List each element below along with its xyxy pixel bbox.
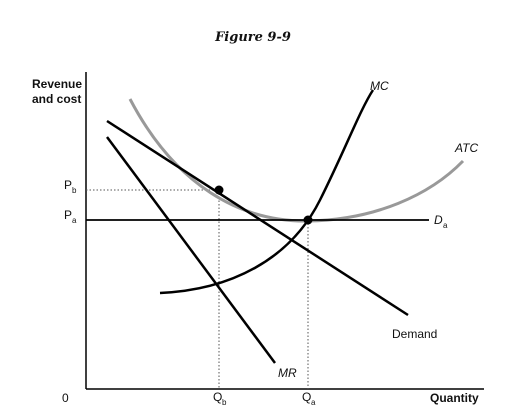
qa-label-sub: a — [311, 398, 316, 407]
pb-label: P — [64, 178, 72, 192]
figure-title: Figure 9-9 — [215, 30, 291, 45]
pa-label-sub: a — [72, 216, 77, 225]
mr-curve — [105, 136, 277, 364]
origin-label: 0 — [62, 391, 69, 405]
demand-curve — [106, 119, 409, 317]
atc-label: ATC — [454, 141, 478, 155]
mc-curve — [159, 89, 375, 295]
pb-label-sub: b — [72, 186, 77, 195]
point-b — [214, 185, 224, 195]
y-axis-label-line1: Revenue — [32, 77, 82, 91]
atc-curve — [128, 98, 465, 223]
qa-label: Q — [302, 390, 311, 404]
y-axis-label-line2: and cost — [32, 92, 81, 106]
qb-label-sub: b — [222, 398, 227, 407]
demand-label: Demand — [392, 327, 437, 341]
mr-label: MR — [278, 366, 297, 380]
mc-label: MC — [370, 79, 389, 93]
da-label-sub: a — [443, 221, 448, 230]
pa-label: P — [64, 208, 72, 222]
point-a — [303, 215, 313, 225]
da-label: D — [434, 213, 443, 227]
qb-label: Q — [213, 390, 222, 404]
x-axis-label: Quantity — [430, 391, 479, 405]
